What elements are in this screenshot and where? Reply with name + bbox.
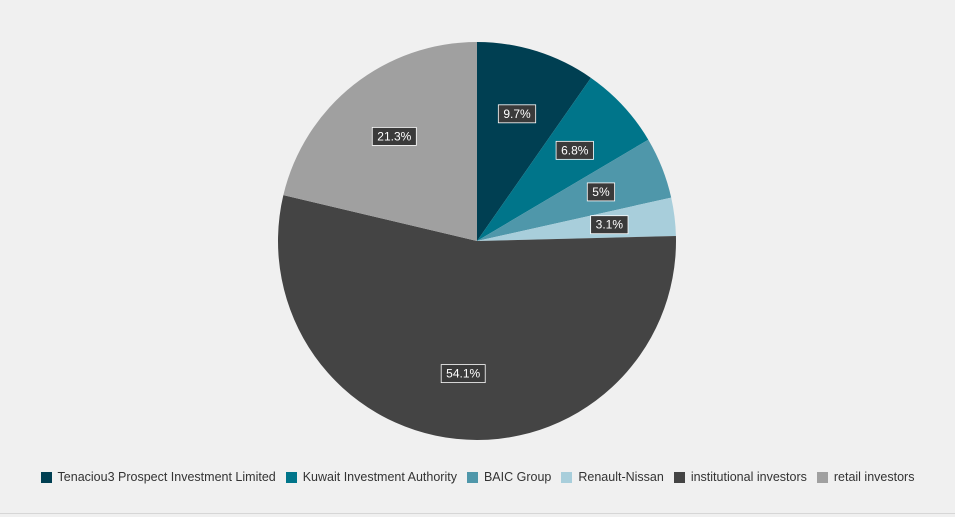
legend-swatch [285, 471, 297, 483]
legend-swatch [673, 471, 685, 483]
legend-item-kuwait-investment-authority[interactable]: Kuwait Investment Authority [285, 470, 457, 484]
legend-label: retail investors [833, 470, 915, 484]
data-label-text: 5% [592, 185, 610, 199]
pie-slice-institutional-investors[interactable] [277, 195, 676, 441]
data-label: 6.8% [555, 140, 594, 160]
bottom-divider [0, 513, 955, 514]
pie-slice-baic-group[interactable] [477, 139, 672, 241]
data-label-box [371, 127, 417, 146]
legend-item-renault-nissan[interactable]: Renault-Nissan [561, 470, 664, 484]
legend-swatch [40, 471, 52, 483]
legend-swatch [561, 471, 573, 483]
data-label-box [497, 104, 537, 124]
legend-swatch [466, 471, 478, 483]
legend-item-retail-investors[interactable]: retail investors [816, 470, 915, 484]
data-label: 3.1% [590, 215, 629, 235]
legend-item-tenaciou3[interactable]: Tenaciou3 Prospect Investment Limited [40, 470, 276, 484]
data-label: 54.1% [440, 364, 486, 384]
legend-label: BAIC Group [483, 470, 552, 484]
data-label-box [440, 364, 486, 384]
data-label-text: 3.1% [596, 218, 624, 232]
legend-label: Renault-Nissan [578, 470, 664, 484]
data-label-text: 6.8% [561, 143, 589, 157]
legend-swatch [816, 471, 828, 483]
legend-item-baic-group[interactable]: BAIC Group [466, 470, 552, 484]
data-label: 5% [586, 182, 616, 202]
data-label-box [586, 182, 616, 202]
chart-legend: Tenaciou3 Prospect Investment Limited Ku… [0, 470, 955, 484]
legend-item-institutional-investors[interactable]: institutional investors [673, 470, 807, 484]
data-label-box [555, 140, 594, 160]
data-label-text: 9.7% [503, 107, 531, 121]
legend-label: Kuwait Investment Authority [302, 470, 457, 484]
pie-data-labels: 9.7% 6.8% 5% 3.1% 54.1% 21.3% [371, 104, 629, 384]
data-label-box [590, 215, 629, 235]
pie-slice-tenaciou3-prospect-investment-limited[interactable] [477, 42, 591, 241]
data-label: 9.7% [497, 104, 537, 124]
data-label-text: 21.3% [377, 129, 411, 143]
data-label-text: 54.1% [446, 367, 480, 381]
data-label: 21.3% [371, 127, 417, 146]
legend-label: institutional investors [690, 470, 807, 484]
legend-label: Tenaciou3 Prospect Investment Limited [57, 470, 276, 484]
